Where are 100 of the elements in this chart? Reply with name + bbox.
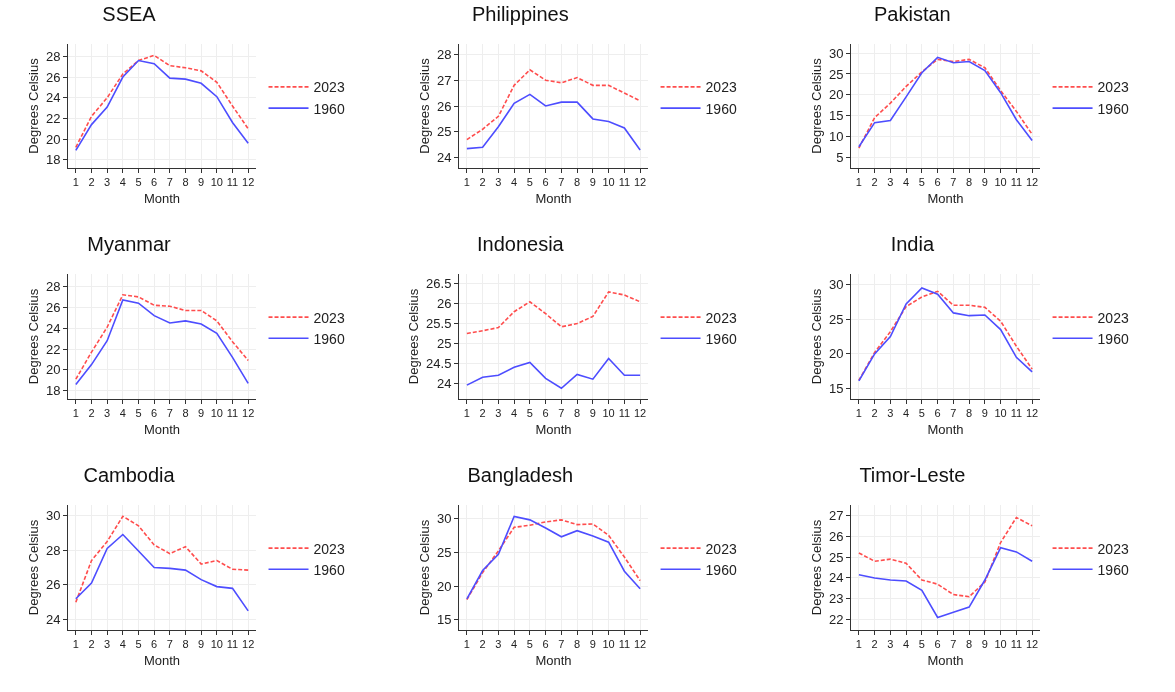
x-tick-label: 3 bbox=[887, 407, 894, 420]
x-tick-label: 1 bbox=[855, 176, 862, 189]
y-tick-label: 25 bbox=[828, 66, 844, 82]
y-tick-label: 26 bbox=[436, 296, 452, 312]
x-tick-label: 4 bbox=[511, 176, 518, 189]
x-tick-label: 4 bbox=[903, 638, 910, 651]
x-tick-label: 6 bbox=[934, 407, 941, 420]
y-tick-label: 18 bbox=[45, 383, 61, 399]
y-tick-label: 28 bbox=[45, 279, 61, 295]
y-tick-label: 23 bbox=[828, 591, 844, 607]
line-series bbox=[466, 357, 641, 390]
legend-label: 1960 bbox=[1097, 561, 1129, 578]
x-tick-label: 10 bbox=[994, 407, 1007, 420]
y-tick-label: 25.5 bbox=[426, 316, 452, 332]
line-series bbox=[466, 93, 641, 151]
x-tick-label: 7 bbox=[950, 176, 957, 189]
line-series bbox=[466, 69, 641, 141]
y-tick-label: 5 bbox=[836, 149, 844, 165]
x-tick-label: 7 bbox=[558, 176, 565, 189]
x-tick-label: 12 bbox=[1026, 638, 1039, 651]
y-tick-label: 26 bbox=[436, 98, 452, 114]
x-tick-label: 11 bbox=[226, 638, 239, 651]
y-tick-label: 24 bbox=[436, 375, 452, 391]
x-tick-label: 11 bbox=[1010, 638, 1023, 651]
legend-label: 1960 bbox=[313, 330, 345, 347]
x-tick-label: 8 bbox=[182, 407, 189, 420]
x-axis-title: Month bbox=[927, 421, 964, 437]
x-tick-label: 6 bbox=[542, 407, 549, 420]
legend-label: 1960 bbox=[1097, 330, 1129, 347]
x-tick-label: 8 bbox=[574, 407, 581, 420]
x-axis-title: Month bbox=[927, 190, 964, 206]
line-series bbox=[75, 533, 249, 612]
x-tick-label: 7 bbox=[558, 638, 565, 651]
x-axis-title: Month bbox=[535, 421, 572, 437]
legend-label: 2023 bbox=[313, 540, 345, 557]
y-tick-label: 22 bbox=[45, 110, 61, 126]
chart-title: Bangladesh bbox=[467, 463, 574, 486]
y-tick-label: 30 bbox=[45, 507, 61, 523]
y-tick-label: 28 bbox=[45, 542, 61, 558]
x-tick-label: 1 bbox=[72, 176, 79, 189]
y-tick-label: 15 bbox=[828, 381, 844, 397]
y-axis-title: Degrees Celsius bbox=[416, 57, 432, 154]
x-tick-label: 5 bbox=[918, 638, 925, 651]
x-tick-label: 9 bbox=[198, 638, 205, 651]
y-tick-label: 25 bbox=[436, 335, 452, 351]
x-axis-title: Month bbox=[927, 652, 964, 668]
x-tick-label: 3 bbox=[104, 638, 111, 651]
x-tick-label: 5 bbox=[526, 176, 533, 189]
y-tick-label: 10 bbox=[828, 128, 844, 144]
x-tick-label: 4 bbox=[903, 176, 910, 189]
x-tick-label: 1 bbox=[855, 638, 862, 651]
x-tick-label: 10 bbox=[994, 638, 1007, 651]
x-tick-label: 2 bbox=[479, 407, 486, 420]
x-tick-label: 5 bbox=[135, 407, 142, 420]
y-tick-label: 26 bbox=[45, 299, 61, 315]
x-tick-label: 2 bbox=[88, 407, 95, 420]
x-tick-label: 4 bbox=[119, 407, 126, 420]
x-tick-label: 6 bbox=[151, 638, 158, 651]
x-tick-label: 4 bbox=[119, 176, 126, 189]
x-tick-label: 6 bbox=[542, 638, 549, 651]
x-tick-label: 3 bbox=[495, 176, 502, 189]
y-tick-label: 26 bbox=[828, 528, 844, 544]
x-tick-label: 7 bbox=[166, 638, 173, 651]
x-tick-label: 6 bbox=[934, 176, 941, 189]
x-tick-label: 4 bbox=[119, 638, 126, 651]
x-tick-label: 11 bbox=[1010, 407, 1023, 420]
y-tick-label: 27 bbox=[828, 507, 844, 523]
x-tick-label: 7 bbox=[166, 176, 173, 189]
line-series bbox=[858, 546, 1033, 619]
x-tick-label: 5 bbox=[526, 638, 533, 651]
x-tick-label: 1 bbox=[463, 638, 470, 651]
y-tick-label: 22 bbox=[45, 341, 61, 357]
x-tick-label: 9 bbox=[981, 407, 988, 420]
x-tick-label: 10 bbox=[602, 407, 615, 420]
chart-title: India bbox=[890, 232, 935, 255]
x-tick-label: 10 bbox=[602, 638, 615, 651]
x-tick-label: 12 bbox=[1026, 407, 1039, 420]
x-tick-label: 6 bbox=[542, 176, 549, 189]
x-tick-label: 5 bbox=[135, 176, 142, 189]
x-tick-label: 12 bbox=[242, 176, 255, 189]
x-tick-label: 8 bbox=[182, 176, 189, 189]
x-tick-label: 12 bbox=[634, 176, 647, 189]
y-tick-label: 24 bbox=[828, 570, 844, 586]
y-tick-label: 20 bbox=[45, 131, 61, 147]
x-tick-label: 10 bbox=[602, 176, 615, 189]
x-tick-label: 2 bbox=[88, 638, 95, 651]
x-tick-label: 9 bbox=[589, 176, 596, 189]
legend-label: 1960 bbox=[313, 100, 345, 117]
y-tick-label: 20 bbox=[45, 362, 61, 378]
y-axis-title: Degrees Celsius bbox=[406, 288, 422, 385]
legend-label: 2023 bbox=[1097, 309, 1129, 326]
x-tick-label: 3 bbox=[104, 176, 111, 189]
y-axis-title: Degrees Celsius bbox=[416, 519, 432, 616]
y-tick-label: 30 bbox=[828, 45, 844, 61]
x-tick-label: 2 bbox=[871, 407, 878, 420]
x-tick-label: 12 bbox=[1026, 176, 1039, 189]
x-tick-label: 10 bbox=[994, 176, 1007, 189]
chart-title: Pakistan bbox=[874, 2, 951, 25]
y-axis-title: Degrees Celsius bbox=[808, 519, 824, 616]
legend-label: 1960 bbox=[705, 561, 737, 578]
